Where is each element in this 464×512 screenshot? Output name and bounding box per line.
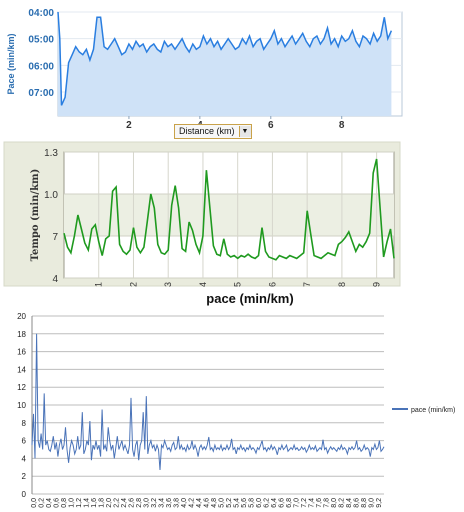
band-7-10 [64, 194, 394, 236]
x-tick-label: 6 [268, 120, 274, 131]
x-tick-label: 0,8 [61, 498, 68, 508]
y-tick-label: 12 [17, 383, 26, 392]
x-tick-label: 1 [94, 282, 104, 287]
y-tick-label: 2 [22, 472, 27, 481]
x-tick-label: 5,4 [233, 498, 240, 508]
x-tick-label: 5 [233, 282, 243, 287]
x-tick-label: 6,2 [263, 498, 270, 508]
x-tick-label: 1,8 [99, 498, 106, 508]
y-tick-label: 1.0 [44, 190, 58, 201]
x-tick-label: 3 [163, 282, 173, 287]
x-tick-label: 8,4 [346, 498, 353, 508]
x-tick-label: 9,2 [376, 498, 383, 508]
tempo-line-chart-svg: 4 7 1.0 1.3 1 2 3 4 5 6 7 8 9 Tempo (min/km) pace (min… [3, 141, 401, 306]
x-tick-label: 2 [128, 282, 138, 287]
y-tick-label: 7 [52, 232, 58, 243]
x-tick-label: 5,8 [248, 498, 255, 508]
x-tick-label: 0,6 [54, 498, 61, 508]
y-tick-label: 0 [22, 490, 27, 499]
x-tick-label: 2,0 [106, 498, 113, 508]
x-tick-label: 8,8 [361, 498, 368, 508]
x-tick-label: 3,2 [151, 498, 158, 508]
distance-select[interactable]: Distance (km) ▼ [174, 124, 252, 139]
x-tick-label: 8,2 [338, 498, 345, 508]
y-tick-label: 10 [17, 401, 26, 410]
x-tick-label: 9 [372, 282, 382, 287]
y-tick-label: 1.3 [44, 148, 58, 159]
x-tick-label: 2,2 [114, 498, 121, 508]
x-tick-label: 6,4 [271, 498, 278, 508]
x-tick-label: 5,0 [218, 498, 225, 508]
distance-select-label: Distance (km) [179, 126, 235, 136]
x-tick-label: 0,4 [46, 498, 53, 508]
x-tick-label: 6,0 [256, 498, 263, 508]
x-tick-label: 2,4 [121, 498, 128, 508]
y-tick-label: 4 [22, 454, 27, 463]
y-tick-label: 6 [22, 437, 27, 446]
x-tick-label: 4,8 [211, 498, 218, 508]
x-tick-label: 2 [126, 120, 132, 131]
x-tick-label: 7 [302, 282, 312, 287]
x-tick-label: 5,6 [241, 498, 248, 508]
series-line [57, 11, 393, 106]
y-tick-label: 16 [17, 348, 26, 357]
x-tick-label: 5,2 [226, 498, 233, 508]
pace-excel-chart: 0 2 4 6 8 10 12 14 16 18 20 0,0 0,2 0,4 0,6 0,8 1,0 1,2 1,… [0, 306, 464, 512]
tempo-line-chart: 4 7 1.0 1.3 1 2 3 4 5 6 7 8 9 Tempo (min/km) pace (min… [0, 140, 464, 306]
y-tick-label: 20 [17, 312, 26, 321]
x-tick-label: 1,0 [69, 498, 76, 508]
x-tick-label: 9,0 [368, 498, 375, 508]
x-tick-label: 4,0 [181, 498, 188, 508]
x-tick-label: 0,0 [31, 498, 38, 508]
y-tick-label: 14 [17, 365, 26, 374]
y-tick-label: 8 [22, 419, 27, 428]
y-tick-label: 05:00 [28, 35, 54, 46]
y-axis-label: Pace (min/km) [6, 33, 16, 94]
x-tick-label: 2,8 [136, 498, 143, 508]
y-tick-label: 06:00 [28, 61, 54, 72]
x-tick-label: 8,6 [353, 498, 360, 508]
x-tick-label: 4,6 [204, 498, 211, 508]
y-tick-label: 07:00 [28, 88, 54, 99]
x-tick-label: 3,6 [166, 498, 173, 508]
x-tick-label: 3,0 [144, 498, 151, 508]
x-tick-label: 6,8 [286, 498, 293, 508]
series-line [63, 158, 395, 261]
x-tick-label: 2,6 [129, 498, 136, 508]
x-tick-label: 3,4 [159, 498, 166, 508]
x-tick-label: 7,0 [293, 498, 300, 508]
y-tick-label: 18 [17, 330, 26, 339]
chevron-down-icon[interactable]: ▼ [238, 126, 251, 137]
x-tick-label: 7,2 [301, 498, 308, 508]
x-tick-label: 6 [267, 282, 277, 287]
series-line [31, 333, 385, 471]
x-tick-label: 8 [337, 282, 347, 287]
x-tick-label: 4,4 [196, 498, 203, 508]
x-tick-label: 8,0 [331, 498, 338, 508]
legend-entry: pace (min/km) [411, 407, 455, 414]
x-tick-label: 4,2 [189, 498, 196, 508]
x-tick-label: 1,6 [91, 498, 98, 508]
x-tick-label: 6,6 [278, 498, 285, 508]
x-tick-label: 0,2 [39, 498, 46, 508]
x-tick-label: 7,6 [316, 498, 323, 508]
x-tick-label: 7,8 [323, 498, 330, 508]
area-fill [58, 12, 392, 116]
x-tick-label: 1,4 [84, 498, 91, 508]
x-tick-label: 4 [198, 282, 208, 287]
x-tick-label: 8 [339, 120, 345, 131]
y-tick-label: 4 [52, 274, 58, 285]
x-tick-label: 3,8 [174, 498, 181, 508]
x-tick-label: 7,4 [308, 498, 315, 508]
y-tick-label: 04:00 [28, 8, 54, 19]
y-axis-label: Tempo (min/km) [30, 169, 41, 262]
chart-title: pace (min/km) [206, 291, 293, 306]
x-tick-label: 1,2 [76, 498, 83, 508]
